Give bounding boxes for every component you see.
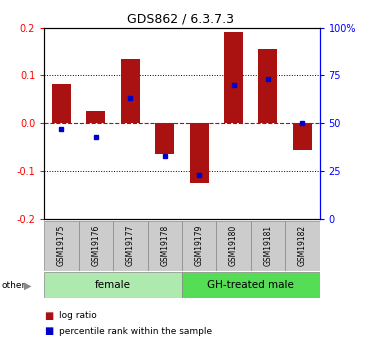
Text: GSM19177: GSM19177: [126, 225, 135, 266]
Text: GSM19181: GSM19181: [263, 225, 273, 266]
Text: GSM19182: GSM19182: [298, 225, 307, 266]
Text: GSM19180: GSM19180: [229, 225, 238, 266]
Bar: [182, 272, 320, 298]
Text: female: female: [95, 280, 131, 290]
Bar: [44, 272, 182, 298]
Text: GSM19176: GSM19176: [91, 225, 100, 266]
Text: log ratio: log ratio: [59, 311, 97, 320]
Text: GDS862 / 6.3.7.3: GDS862 / 6.3.7.3: [127, 12, 234, 25]
Bar: [182, 221, 216, 271]
Bar: [190, 123, 209, 183]
Bar: [121, 59, 140, 123]
Bar: [285, 221, 320, 271]
Bar: [113, 221, 147, 271]
Bar: [44, 221, 79, 271]
Text: ■: ■: [44, 311, 54, 321]
Text: ■: ■: [44, 326, 54, 336]
Bar: [293, 123, 312, 150]
Bar: [52, 83, 71, 123]
Bar: [224, 32, 243, 123]
Bar: [86, 111, 105, 123]
Text: GSM19179: GSM19179: [194, 225, 204, 266]
Text: GSM19175: GSM19175: [57, 225, 66, 266]
Bar: [258, 49, 278, 123]
Text: ▶: ▶: [24, 281, 32, 290]
Bar: [216, 221, 251, 271]
Bar: [251, 221, 285, 271]
Bar: [147, 221, 182, 271]
Text: percentile rank within the sample: percentile rank within the sample: [59, 327, 212, 336]
Text: GSM19178: GSM19178: [160, 225, 169, 266]
Bar: [79, 221, 113, 271]
Bar: [155, 123, 174, 155]
Text: GH-treated male: GH-treated male: [207, 280, 294, 290]
Text: other: other: [2, 281, 26, 290]
